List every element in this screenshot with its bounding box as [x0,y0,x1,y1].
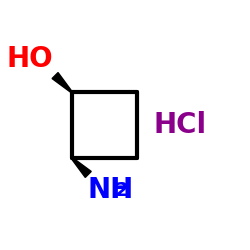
Text: NH: NH [87,176,133,204]
Polygon shape [52,72,72,93]
Text: HO: HO [6,45,53,73]
Polygon shape [71,157,91,178]
Text: HCl: HCl [153,111,206,139]
Text: 2: 2 [114,182,128,201]
